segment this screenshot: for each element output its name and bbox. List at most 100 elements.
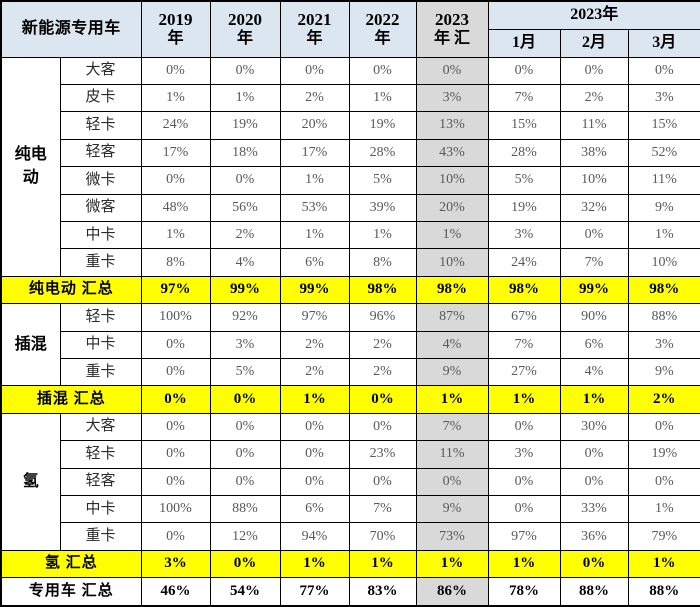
value-cell: 0% [140, 467, 211, 497]
value-cell: 0% [559, 440, 629, 469]
value-cell: 5% [487, 166, 561, 195]
header-row-months: 1月 2月 3月 [1, 28, 700, 58]
value-cell: 2% [348, 357, 417, 387]
value-cell: 4% [559, 357, 629, 387]
data-row: 微客 48% 56% 53% 39% 20% 19% 32% 9% [1, 193, 700, 222]
summary-value-cell: 1% [487, 385, 561, 414]
value-cell: 0% [279, 467, 350, 497]
value-cell: 5% [209, 357, 281, 387]
summary-value-cell: 2% [627, 385, 700, 414]
month-header-mar: 3月 [627, 28, 700, 58]
type-cell: 重卡 [59, 357, 142, 387]
ytd-value-cell: 7% [415, 412, 489, 442]
type-cell: 大客 [59, 412, 142, 442]
value-cell: 23% [348, 440, 417, 469]
value-cell: 2% [279, 357, 350, 387]
ytd-value-cell: 11% [415, 440, 489, 469]
year-header-2019-suffix: 年 [167, 29, 184, 47]
data-row: 轻客 17% 18% 17% 28% 43% 28% 38% 52% [1, 138, 700, 168]
value-cell: 0% [487, 467, 561, 497]
value-cell: 24% [140, 111, 211, 140]
value-cell: 0% [140, 56, 211, 85]
value-cell: 2% [279, 83, 350, 113]
summary-row: 氢 汇总 3% 0% 1% 1% 1% 1% 0% 1% [0, 549, 700, 579]
value-cell: 5% [348, 166, 417, 195]
summary-value-cell: 0% [140, 385, 211, 414]
summary-label: 纯电动 汇总 [0, 275, 142, 305]
summary-value-cell: 98% [627, 275, 700, 305]
ytd-value-cell: 3% [415, 83, 489, 113]
group-cell: 纯电动 [0, 56, 61, 277]
value-cell: 2% [348, 330, 417, 359]
value-cell: 0% [279, 56, 350, 85]
value-cell: 17% [140, 138, 211, 168]
value-cell: 18% [209, 138, 281, 168]
data-row: 微卡 0% 0% 1% 5% 10% 5% 10% 11% [1, 166, 700, 195]
data-row: 重卡 0% 12% 94% 70% 73% 97% 36% 79% [1, 522, 700, 551]
value-cell: 9% [627, 357, 700, 387]
month-group-header: 2023年 [487, 0, 700, 30]
summary-value-cell: 1% [279, 549, 350, 579]
value-cell: 1% [140, 220, 211, 250]
ytd-value-cell: 9% [415, 494, 489, 524]
ytd-value-cell: 20% [415, 193, 489, 222]
data-row: 轻卡 24% 19% 20% 19% 13% 15% 11% 15% [1, 111, 700, 140]
summary-value-cell: 98% [415, 275, 489, 305]
data-row: 中卡 0% 3% 2% 2% 4% 7% 6% 3% [1, 330, 700, 359]
value-cell: 79% [627, 522, 700, 551]
summary-value-cell: 3% [140, 549, 211, 579]
value-cell: 8% [140, 248, 211, 277]
value-cell: 0% [487, 56, 561, 85]
value-cell: 0% [140, 166, 211, 195]
type-cell: 微客 [59, 193, 142, 222]
value-cell: 2% [559, 83, 629, 113]
value-cell: 1% [627, 494, 700, 524]
value-cell: 0% [279, 412, 350, 442]
ytd-value-cell: 43% [415, 138, 489, 168]
data-row: 插混 轻卡 100% 92% 97% 96% 87% 67% 90% 88% [0, 303, 700, 387]
grand-value-cell: 88% [559, 577, 629, 607]
value-cell: 97% [487, 522, 561, 551]
value-cell: 90% [559, 303, 629, 332]
value-cell: 1% [140, 83, 211, 113]
year-header-2019-number: 2019 [158, 10, 193, 30]
value-cell: 7% [348, 494, 417, 524]
grand-value-cell: 86% [415, 577, 489, 607]
value-cell: 52% [627, 138, 700, 168]
value-cell: 39% [348, 193, 417, 222]
grand-value-cell: 78% [487, 577, 561, 607]
month-header-jan: 1月 [487, 28, 561, 58]
year-header-2020-suffix: 年 [237, 29, 254, 47]
value-cell: 0% [209, 440, 281, 469]
value-cell: 19% [209, 111, 281, 140]
ytd-value-cell: 9% [415, 357, 489, 387]
value-cell: 53% [279, 193, 350, 222]
value-cell: 7% [487, 330, 561, 359]
value-cell: 15% [487, 111, 561, 140]
value-cell: 2% [279, 330, 350, 359]
grand-value-cell: 88% [627, 577, 700, 607]
type-cell: 轻卡 [59, 440, 142, 469]
ytd-header-number: 2023 [435, 10, 470, 30]
group-label: 插混 [14, 335, 47, 353]
value-cell: 92% [209, 303, 281, 332]
year-header-2020: 2020 年 [209, 0, 281, 58]
data-row: 纯电动 大客 0% 0% 0% 0% 0% 0% 0% 0% [0, 56, 700, 277]
value-cell: 38% [559, 138, 629, 168]
table-body: 纯电动 大客 0% 0% 0% 0% 0% 0% 0% 0% 皮卡 1% 1% 2% 1% 3% 7% 2% 3% 轻… [0, 56, 700, 607]
year-header-2022-number: 2022 [365, 10, 400, 30]
value-cell: 3% [487, 220, 561, 250]
summary-value-cell: 1% [487, 549, 561, 579]
grand-value-cell: 83% [348, 577, 417, 607]
summary-value-cell: 97% [140, 275, 211, 305]
data-row: 皮卡 1% 1% 2% 1% 3% 7% 2% 3% [1, 83, 700, 113]
grand-summary-label: 专用车 汇总 [0, 577, 142, 607]
data-row: 重卡 8% 4% 6% 8% 10% 24% 7% 10% [1, 248, 700, 277]
type-cell: 轻客 [59, 138, 142, 168]
value-cell: 33% [559, 494, 629, 524]
summary-label: 插混 汇总 [0, 385, 142, 414]
value-cell: 94% [279, 522, 350, 551]
ytd-value-cell: 73% [415, 522, 489, 551]
ytd-value-cell: 4% [415, 330, 489, 359]
